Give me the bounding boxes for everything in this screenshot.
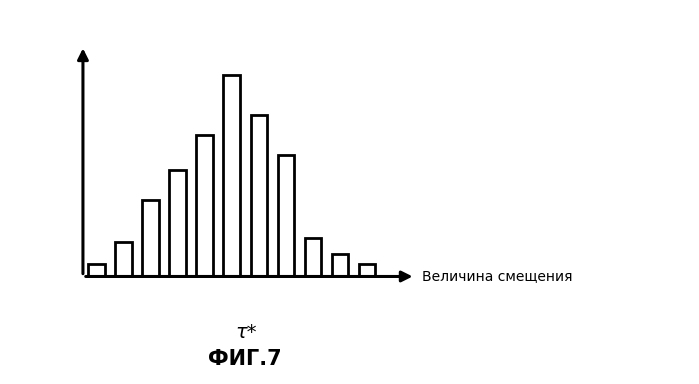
Text: ФИГ.7: ФИГ.7	[208, 349, 282, 369]
Bar	[305, 238, 321, 276]
Text: τ*: τ*	[236, 323, 257, 342]
Bar	[224, 75, 240, 276]
Bar	[88, 264, 105, 276]
Bar	[359, 264, 375, 276]
Bar	[143, 200, 159, 276]
Bar	[169, 170, 186, 276]
Bar	[250, 115, 267, 276]
Bar	[196, 135, 212, 276]
Bar	[331, 254, 348, 276]
Bar	[278, 156, 294, 276]
Bar	[115, 242, 131, 276]
Text: Величина смещения: Величина смещения	[422, 270, 572, 283]
